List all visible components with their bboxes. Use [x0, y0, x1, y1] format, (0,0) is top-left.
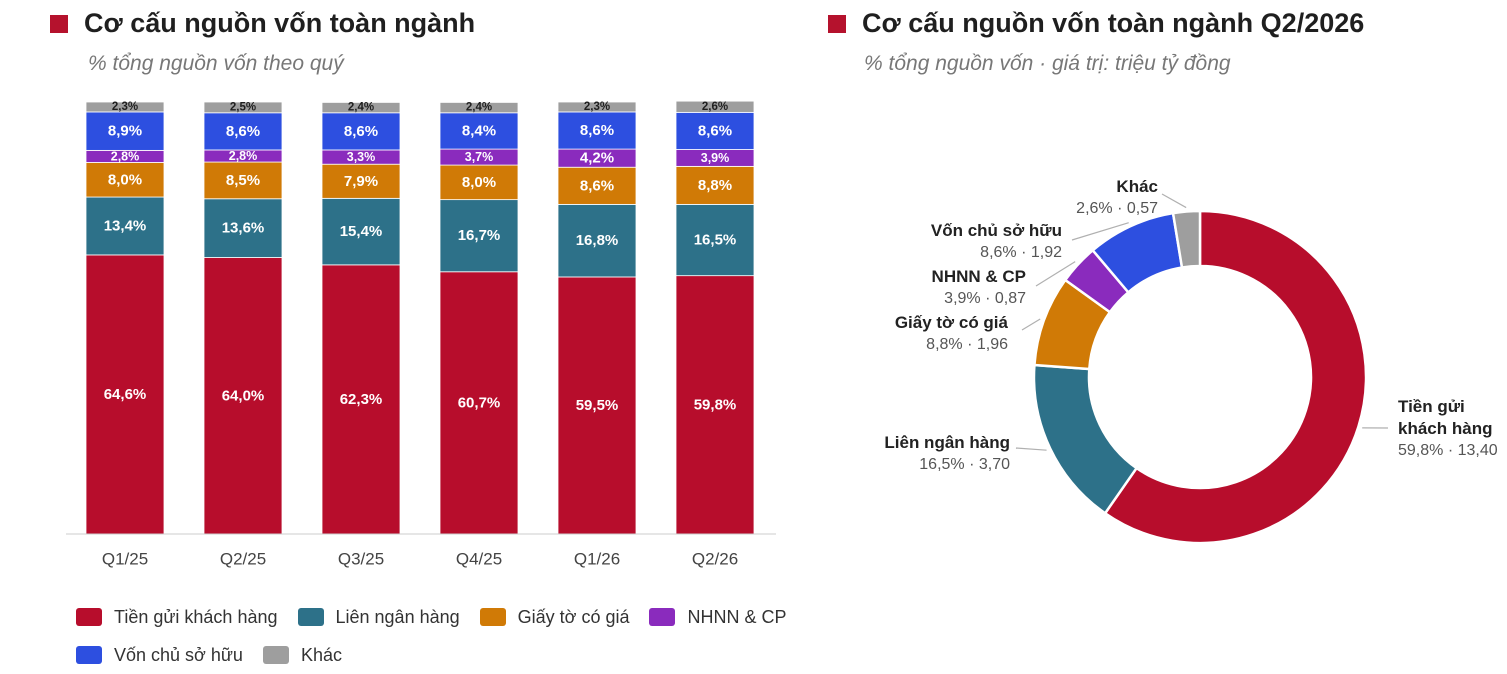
bar-data-label: 2,8%: [229, 149, 258, 163]
legend-item-von-chu-so-huu: Vốn chủ sở hữu: [76, 645, 243, 666]
slice-value-label: 2,6% · 0,57: [1076, 200, 1158, 217]
bar-data-label: 60,7%: [458, 394, 501, 411]
bar-data-label: 8,5%: [226, 172, 260, 189]
bar-data-label: 62,3%: [340, 391, 383, 408]
bar-data-label: 2,6%: [702, 101, 728, 113]
legend-swatch: [263, 646, 289, 664]
slice-name-label: Khác: [1116, 177, 1158, 196]
bar-data-label: 8,6%: [580, 177, 614, 194]
legend-label: NHNN & CP: [687, 607, 786, 628]
bar-data-label: 2,4%: [348, 102, 374, 114]
bar-data-label: 64,6%: [104, 386, 147, 403]
bar-data-label: 16,5%: [694, 232, 737, 249]
donut-slice-lien-ngan-hang: [1034, 365, 1137, 513]
legend-item-nhnn-cp: NHNN & CP: [649, 607, 786, 628]
slice-value-label: 8,6% · 1,92: [980, 244, 1062, 261]
slice-name-label: Giấy tờ có giá: [895, 313, 1009, 332]
bar-data-label: 2,5%: [230, 101, 256, 113]
bar-data-label: 3,3%: [347, 150, 376, 164]
stacked-bar-chart: 64,6% 13,4% 8,0% 2,8% 8,9% 2,3% Q1/25 64,0% 13,6…: [0, 0, 790, 590]
slice-name-label: Vốn chủ sở hữu: [931, 221, 1062, 240]
bar-data-label: 4,2%: [580, 150, 614, 167]
legend-item-giay-to-co-gia: Giấy tờ có giá: [480, 607, 630, 628]
x-tick-label: Q2/26: [692, 550, 738, 569]
leader-line: [1162, 194, 1186, 208]
bar-data-label: 64,0%: [222, 387, 265, 404]
bar-data-label: 3,7%: [465, 150, 494, 164]
legend-label: Giấy tờ có giá: [518, 607, 630, 628]
x-tick-label: Q1/26: [574, 550, 620, 569]
bar-chart-legend: Tiền gửi khách hàng Liên ngân hàng Giấy tờ…: [76, 598, 776, 674]
leader-line: [1022, 319, 1040, 330]
donut-chart: Tiền gửi khách hàng 59,8% · 13,40 Liên ngân…: [800, 0, 1507, 673]
legend-row: Tiền gửi khách hàng Liên ngân hàng Giấy tờ…: [76, 598, 776, 636]
slice-value-label: 16,5% · 3,70: [919, 456, 1010, 473]
bar-data-label: 8,6%: [344, 123, 378, 140]
bar-data-label: 8,0%: [108, 171, 142, 188]
legend-label: Khác: [301, 645, 342, 666]
bar-data-label: 8,4%: [462, 122, 496, 139]
legend-label: Tiền gửi khách hàng: [114, 607, 278, 628]
leader-line: [1016, 448, 1047, 450]
bar-data-label: 8,6%: [698, 122, 732, 139]
slice-name-label: Tiền gửi: [1398, 397, 1465, 416]
bar-data-label: 16,8%: [576, 232, 619, 249]
bar-data-label: 8,6%: [580, 122, 614, 139]
bar-data-label: 2,3%: [584, 101, 610, 113]
slice-name-label: NHNN & CP: [932, 267, 1026, 286]
donut-panel: Cơ cấu nguồn vốn toàn ngành Q2/2026 % tổ…: [800, 0, 1507, 673]
x-tick-label: Q3/25: [338, 550, 384, 569]
bar-data-label: 16,7%: [458, 227, 501, 244]
bar-data-label: 59,5%: [576, 397, 619, 414]
bar-data-label: 8,8%: [698, 177, 732, 194]
bar-data-label: 3,9%: [701, 151, 730, 165]
legend-row: Vốn chủ sở hữu Khác: [76, 636, 776, 674]
bar-data-label: 15,4%: [340, 223, 383, 240]
bar-data-label: 8,9%: [108, 123, 142, 140]
bar-data-label: 7,9%: [344, 173, 378, 190]
legend-label: Liên ngân hàng: [336, 607, 460, 628]
legend-item-khac: Khác: [263, 645, 342, 666]
slice-name-label: Liên ngân hàng: [884, 433, 1010, 452]
legend-swatch: [480, 608, 506, 626]
bar-data-label: 2,3%: [112, 101, 138, 113]
legend-swatch: [76, 608, 102, 626]
legend-swatch: [649, 608, 675, 626]
legend-swatch: [76, 646, 102, 664]
bar-data-label: 2,4%: [466, 102, 492, 114]
bar-data-label: 8,0%: [462, 174, 496, 191]
stacked-bar-panel: Cơ cấu nguồn vốn toàn ngành % tổng nguồn…: [0, 0, 790, 673]
x-tick-label: Q1/25: [102, 550, 148, 569]
slice-name-label: khách hàng: [1398, 419, 1492, 438]
bar-data-label: 13,4%: [104, 217, 147, 234]
legend-label: Vốn chủ sở hữu: [114, 645, 243, 666]
bar-data-label: 59,8%: [694, 396, 737, 413]
legend-item-lien-ngan-hang: Liên ngân hàng: [298, 607, 460, 628]
bar-data-label: 8,6%: [226, 123, 260, 140]
bar-data-label: 2,8%: [111, 149, 140, 163]
x-tick-label: Q2/25: [220, 550, 266, 569]
slice-value-label: 59,8% · 13,40: [1398, 442, 1498, 459]
slice-value-label: 8,8% · 1,96: [926, 336, 1008, 353]
legend-swatch: [298, 608, 324, 626]
slice-value-label: 3,9% · 0,87: [944, 290, 1026, 307]
legend-item-tien-gui-khach-hang: Tiền gửi khách hàng: [76, 607, 278, 628]
bar-data-label: 13,6%: [222, 220, 265, 237]
x-tick-label: Q4/25: [456, 550, 502, 569]
